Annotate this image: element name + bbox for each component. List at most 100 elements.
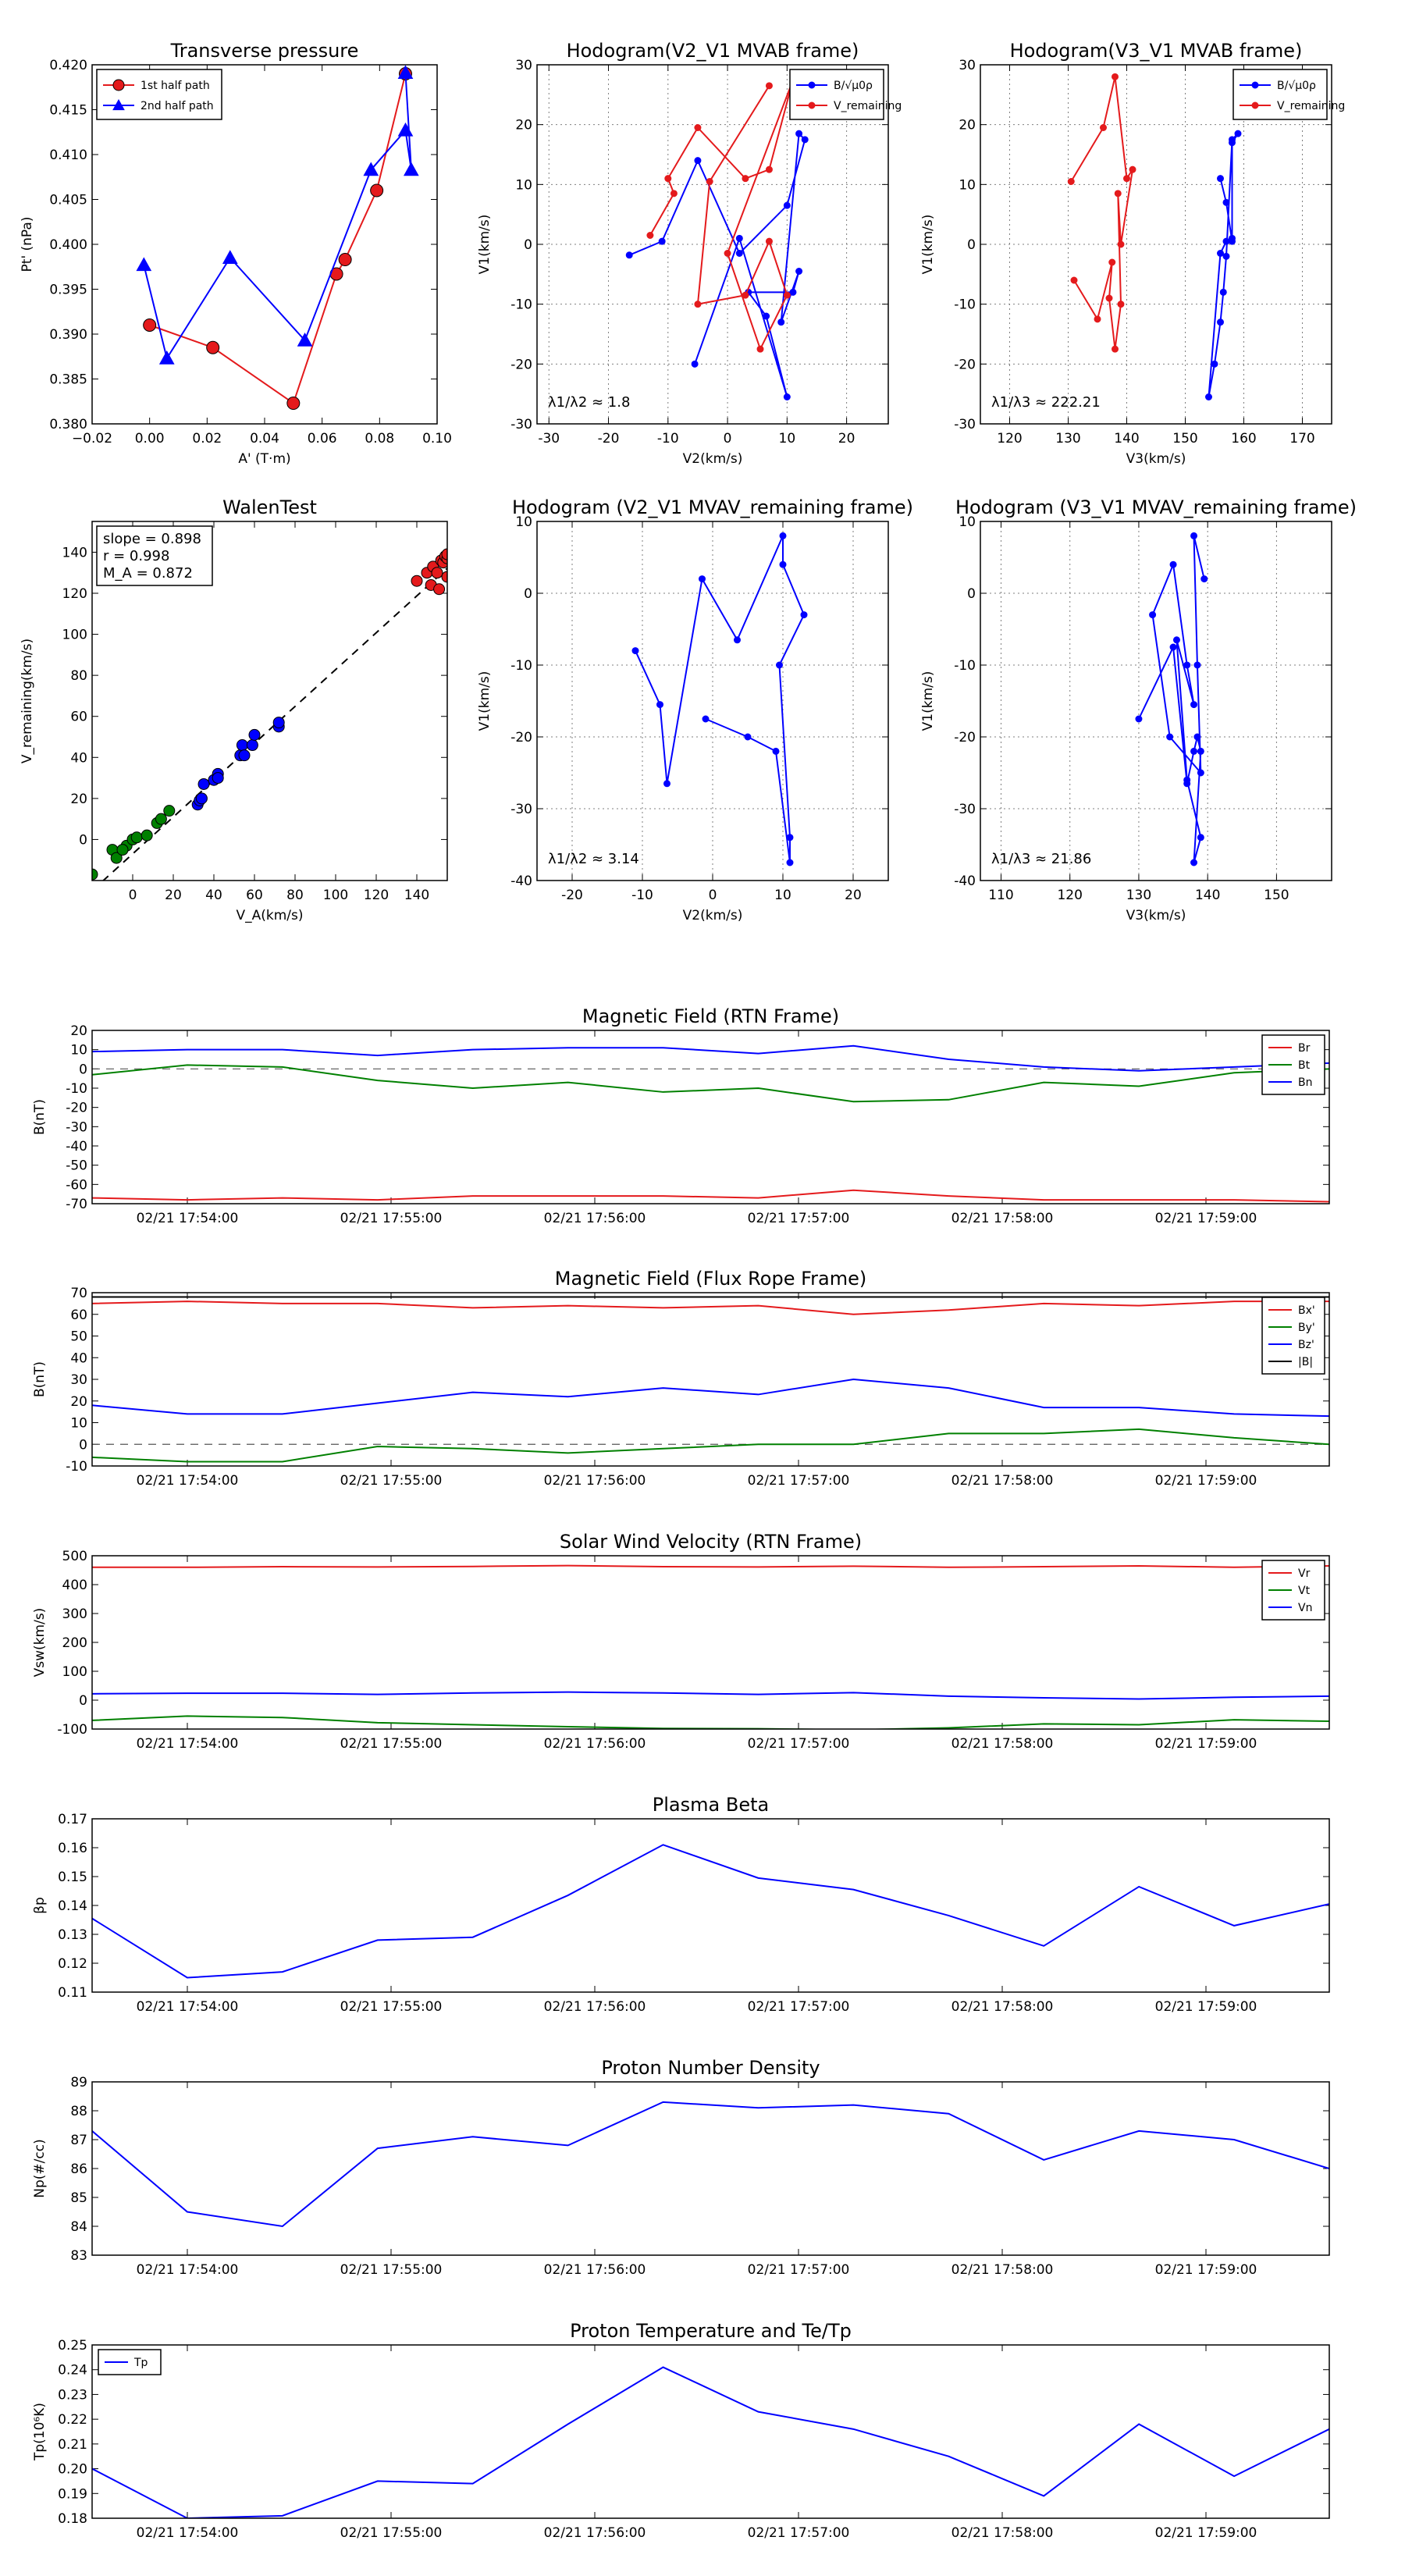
chart-title: WalenTest — [222, 496, 317, 518]
y-tick-label: 10 — [959, 514, 976, 530]
y-tick-label: 0.400 — [49, 237, 87, 253]
y-axis-label: Vsw(km/s) — [32, 1608, 48, 1678]
data-point — [742, 175, 749, 183]
chart-title: Magnetic Field (Flux Rope Frame) — [555, 1268, 866, 1290]
y-tick-label: -40 — [510, 873, 532, 889]
x-tick-label: 140 — [1114, 431, 1139, 447]
y-tick-label: 30 — [959, 58, 976, 73]
x-tick-label: 02/21 17:56:00 — [544, 2262, 646, 2278]
x-tick-label: 02/21 17:58:00 — [951, 1736, 1054, 1752]
data-point — [776, 661, 783, 669]
x-tick-label: 140 — [1195, 888, 1220, 903]
x-tick-label: 140 — [404, 888, 429, 903]
data-point — [795, 268, 803, 275]
series-line — [92, 1189, 1329, 1203]
data-point — [1100, 124, 1107, 131]
y-tick-label: -10 — [66, 1081, 87, 1097]
y-tick-label: -20 — [954, 357, 976, 372]
data-point — [724, 250, 731, 257]
y-tick-label: 20 — [70, 1394, 87, 1410]
x-axis-label: V_A(km/s) — [236, 908, 303, 923]
x-tick-label: 02/21 17:59:00 — [1155, 2262, 1257, 2278]
data-point — [1234, 130, 1242, 137]
y-tick-label: 86 — [70, 2161, 87, 2177]
data-point — [783, 393, 791, 400]
y-tick-label: -40 — [954, 873, 976, 889]
y-tick-label: 10 — [515, 177, 532, 193]
data-point — [706, 178, 713, 185]
legend-label: Vn — [1298, 1602, 1312, 1614]
x-tick-label: 0 — [724, 431, 732, 447]
axes-frame — [91, 1555, 1330, 1730]
data-point — [433, 583, 446, 596]
y-tick-label: -20 — [510, 730, 532, 745]
y-tick-label: 10 — [515, 514, 532, 530]
y-tick-label: 0.25 — [58, 2338, 87, 2354]
y-tick-label: -70 — [66, 1197, 87, 1212]
y-tick-label: 10 — [959, 177, 976, 193]
data-point — [1229, 136, 1236, 144]
axes-frame — [91, 64, 438, 425]
y-tick-label: 10 — [70, 1043, 87, 1059]
data-point — [1105, 294, 1113, 302]
data-point — [143, 318, 157, 332]
chart-hodogram-v3v1-mvab: -30 -20 -10 0 10 20 30 120 130 140 150 160 170 Hodogr… — [920, 40, 1345, 467]
y-tick-label: 0.20 — [58, 2462, 87, 2478]
data-point — [1169, 643, 1177, 651]
y-tick-label: -30 — [66, 1119, 87, 1135]
x-tick-label: 0.04 — [250, 431, 279, 447]
legend-label: Bz' — [1298, 1339, 1314, 1351]
y-tick-label: 0.405 — [49, 193, 87, 208]
series-line — [92, 1844, 1329, 1979]
y-axis-label: Pt' (nPa) — [20, 217, 35, 272]
data-point — [808, 81, 816, 89]
series-line — [92, 1715, 1329, 1729]
data-point — [765, 82, 773, 90]
x-tick-label: 110 — [988, 888, 1013, 903]
data-point — [1172, 636, 1180, 644]
y-tick-label: 0.390 — [49, 327, 87, 343]
legend-label: Tp — [133, 2357, 148, 2369]
x-tick-label: -20 — [598, 431, 620, 447]
chart-hodogram-v2v1-mvab: -30 -20 -10 0 10 20 30 -30 -20 -10 0 10 20 Hodogram(V… — [477, 40, 902, 467]
y-tick-label: 0.22 — [58, 2412, 87, 2428]
stats-line: r = 0.998 — [103, 548, 169, 564]
data-point — [763, 312, 770, 320]
y-tick-label: 0.15 — [58, 1870, 87, 1885]
y-tick-label: 100 — [62, 1664, 87, 1680]
y-tick-label: 0.19 — [58, 2486, 87, 2502]
axes-frame — [980, 521, 1332, 881]
x-tick-label: -10 — [631, 888, 653, 903]
data-point — [694, 124, 702, 131]
data-point — [664, 175, 672, 183]
axes-frame — [91, 1030, 1330, 1204]
data-point — [1217, 175, 1224, 183]
series-line — [92, 1064, 1329, 1103]
x-tick-label: 40 — [205, 888, 222, 903]
plot-area — [92, 2366, 1329, 2518]
series-line — [92, 1428, 1329, 1463]
y-tick-label: 40 — [70, 750, 87, 766]
plot-area — [92, 2101, 1329, 2228]
y-tick-label: 87 — [70, 2133, 87, 2148]
data-point — [197, 777, 210, 790]
x-tick-label: 20 — [845, 888, 862, 903]
y-tick-label: 0 — [524, 586, 532, 602]
x-tick-label: 02/21 17:55:00 — [340, 2262, 443, 2278]
axes-frame — [91, 2081, 1330, 2256]
x-tick-label: 10 — [774, 888, 791, 903]
x-tick-label: 10 — [779, 431, 796, 447]
y-axis-label: V1(km/s) — [920, 671, 936, 731]
x-tick-label: 02/21 17:57:00 — [748, 1211, 850, 1226]
y-tick-label: 30 — [515, 58, 532, 73]
x-tick-label: 02/21 17:54:00 — [137, 2525, 239, 2541]
axes-frame — [91, 2344, 1330, 2519]
x-tick-label: 02/21 17:58:00 — [951, 2262, 1054, 2278]
data-point — [1129, 165, 1136, 173]
data-point — [363, 162, 379, 176]
y-axis-label: Tp(10⁶K) — [32, 2403, 48, 2461]
y-tick-label: -10 — [510, 297, 532, 313]
data-point — [1114, 190, 1122, 197]
axes-frame — [980, 64, 1332, 425]
